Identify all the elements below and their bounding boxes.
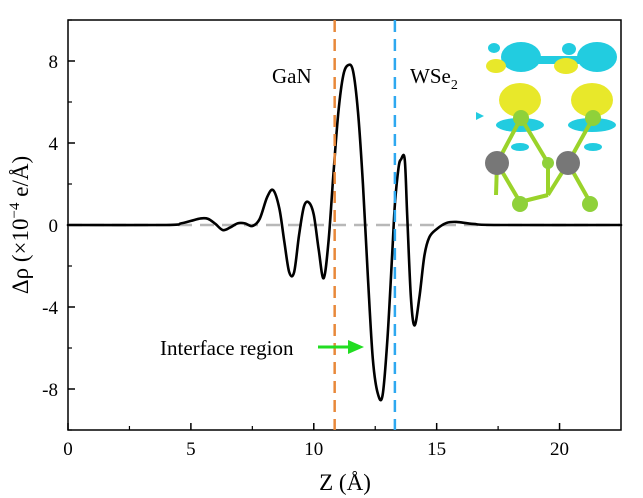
wse2-label-subscript: 2: [451, 78, 458, 93]
x-tick-label: 0: [63, 439, 73, 460]
w-atom: [556, 151, 580, 175]
x-tick-label: 10: [304, 439, 323, 460]
y-tick-label: -4: [42, 298, 58, 319]
y-tick-label: 8: [49, 52, 59, 73]
x-tick-label: 5: [186, 439, 196, 460]
y-tick-label: 4: [49, 134, 59, 155]
atom-bond: [519, 116, 550, 165]
se-atom: [513, 110, 529, 126]
charge-depletion-lobe: [584, 143, 602, 151]
y-tick-label: 0: [49, 216, 59, 237]
gan-label: GaN: [272, 64, 312, 88]
charge-depletion-lobe: [488, 43, 500, 53]
x-tick-label: 20: [550, 439, 569, 460]
charge-density-inset: [476, 42, 617, 212]
charge-accumulation-lobe: [554, 58, 578, 74]
se-atom: [585, 110, 601, 126]
y-axis-title: Δρ (×10−4 e/Å): [7, 156, 33, 294]
charge-depletion-lobe: [476, 112, 484, 120]
charge-accumulation-lobe: [486, 59, 506, 73]
se-atom: [582, 196, 598, 212]
wse2-label: WSe2: [410, 64, 458, 93]
wse2-label-base: WSe: [410, 64, 451, 88]
se-atom: [542, 157, 554, 169]
charge-depletion-lobe: [562, 43, 576, 55]
interface-region-label: Interface region: [160, 336, 294, 360]
charge-accumulation-lobe: [499, 83, 541, 117]
w-atom: [485, 151, 509, 175]
charge-depletion-lobe: [511, 143, 529, 151]
x-axis-title: Z (Å): [319, 470, 371, 495]
delta-rho-curve: [66, 63, 623, 402]
charge-accumulation-lobe: [571, 83, 613, 117]
se-atom: [512, 196, 528, 212]
y-axis-title-base: Δρ (×10: [8, 218, 33, 294]
y-tick-label: -8: [42, 380, 58, 401]
y-axis-ticks: -8 -4 0 4 8: [42, 19, 75, 431]
x-tick-label: 15: [427, 439, 446, 460]
y-axis-title-unit: e/Å): [8, 156, 33, 203]
y-axis-title-exponent: −4: [7, 202, 23, 218]
x-axis-ticks: 0 5 10 15 20: [63, 423, 569, 460]
interface-arrow-icon: [318, 340, 364, 354]
